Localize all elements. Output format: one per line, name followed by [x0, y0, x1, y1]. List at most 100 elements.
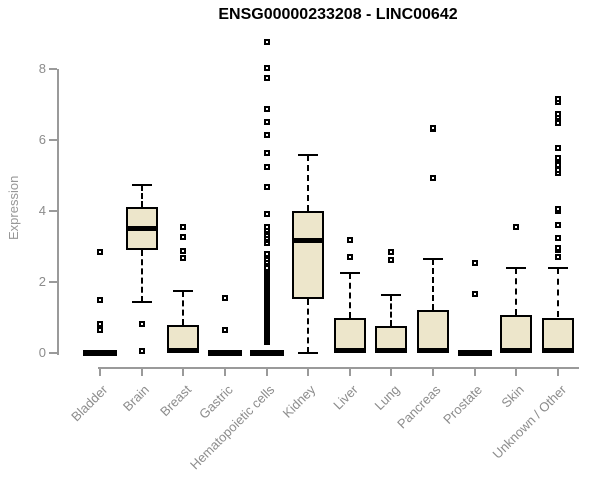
x-category-label: Lung — [371, 382, 403, 414]
outlier-point — [555, 221, 562, 228]
outlier-point — [555, 234, 562, 241]
whisker-cap — [298, 153, 319, 156]
median-line — [167, 348, 200, 353]
outlier-point — [263, 250, 270, 257]
outlier-point — [346, 254, 353, 261]
median-line — [375, 348, 408, 353]
outlier-point — [97, 248, 103, 255]
outlier-point — [555, 110, 562, 117]
y-tick — [49, 68, 57, 70]
outlier-point — [180, 255, 187, 262]
box-rect — [292, 211, 325, 300]
outlier-point — [263, 150, 270, 157]
whisker-cap — [131, 300, 152, 303]
outlier-point — [471, 291, 478, 298]
x-tick — [223, 368, 226, 376]
box-rect — [417, 310, 450, 353]
median-line — [417, 348, 450, 353]
outlier-point — [263, 39, 270, 46]
y-tick — [49, 352, 57, 354]
outlier-point — [263, 106, 270, 113]
x-tick — [348, 368, 351, 376]
y-axis-line — [57, 69, 59, 355]
outlier-point — [263, 64, 270, 71]
outlier-point — [555, 254, 562, 261]
outlier-point — [555, 154, 562, 161]
outlier-point — [97, 326, 103, 333]
x-tick — [432, 368, 435, 376]
y-tick-label: 2 — [38, 274, 46, 289]
box-whisker-upper — [515, 268, 518, 315]
collapsed-box-bar — [457, 350, 492, 356]
x-category-label: Brain — [120, 382, 153, 415]
x-tick — [390, 368, 393, 376]
x-category-label: Prostate — [440, 382, 486, 427]
x-category-label: Breast — [156, 382, 194, 420]
x-tick — [99, 368, 101, 376]
outlier-point — [263, 183, 270, 190]
box-whisker-upper — [182, 290, 185, 325]
collapsed-box-bar — [249, 350, 284, 356]
x-tick — [473, 368, 476, 376]
outlier-point — [263, 118, 270, 125]
x-category-label: Gastric — [195, 382, 236, 422]
x-category-label: Liver — [329, 382, 361, 413]
x-axis-line — [98, 367, 579, 369]
y-tick-label: 0 — [38, 345, 46, 360]
x-category-label: Skin — [498, 382, 528, 411]
x-category-label: Pancreas — [394, 382, 444, 432]
x-category-label: Bladder — [68, 382, 111, 425]
outlier-point — [430, 174, 437, 181]
outlier-point — [555, 167, 562, 174]
outlier-point — [555, 145, 562, 152]
chart-title: ENSG00000233208 - LINC00642 — [218, 6, 458, 23]
x-tick — [515, 368, 518, 376]
outlier-point — [346, 237, 353, 244]
y-tick — [49, 139, 57, 141]
median-line — [292, 237, 325, 243]
outlier-point — [97, 296, 103, 303]
outlier-point — [180, 223, 187, 230]
outlier-point — [263, 74, 270, 81]
whisker-cap — [381, 294, 402, 297]
box-whisker-upper — [557, 268, 560, 318]
whisker-cap — [548, 267, 569, 270]
whisker-cap — [173, 289, 194, 292]
median-line — [125, 226, 158, 232]
outlier-point — [430, 124, 437, 131]
outlier-point — [263, 132, 270, 139]
whisker-cap — [506, 267, 527, 270]
outlier-point — [388, 256, 395, 263]
outlier-point — [555, 95, 562, 102]
outlier-point — [138, 348, 145, 355]
outlier-point — [471, 260, 478, 267]
box-whisker-lower — [307, 299, 310, 353]
median-line — [333, 348, 366, 353]
outlier-point — [263, 163, 270, 170]
outlier-point — [555, 205, 562, 212]
outlier-point — [138, 320, 145, 327]
x-category-label: Kidney — [280, 382, 319, 421]
x-tick — [140, 368, 143, 376]
outlier-point — [555, 119, 562, 126]
whisker-cap — [131, 184, 152, 187]
box-whisker-upper — [307, 154, 310, 211]
outlier-point — [555, 244, 562, 251]
collapsed-box-bar — [207, 350, 242, 356]
box-whisker-upper — [390, 295, 393, 327]
y-tick — [49, 281, 57, 283]
outlier-point — [221, 294, 228, 301]
outlier-point — [513, 223, 520, 230]
box-whisker-upper — [432, 258, 435, 311]
y-tick-label: 8 — [38, 61, 46, 76]
box-whisker-upper — [140, 185, 143, 208]
x-category-label: Unknown / Other — [489, 382, 569, 462]
whisker-cap — [339, 272, 360, 275]
median-line — [542, 348, 575, 353]
x-tick — [307, 368, 310, 376]
outlier-point — [180, 233, 187, 240]
outlier-point — [263, 265, 270, 272]
box-whisker-lower — [140, 250, 143, 302]
y-tick-label: 6 — [38, 132, 46, 147]
